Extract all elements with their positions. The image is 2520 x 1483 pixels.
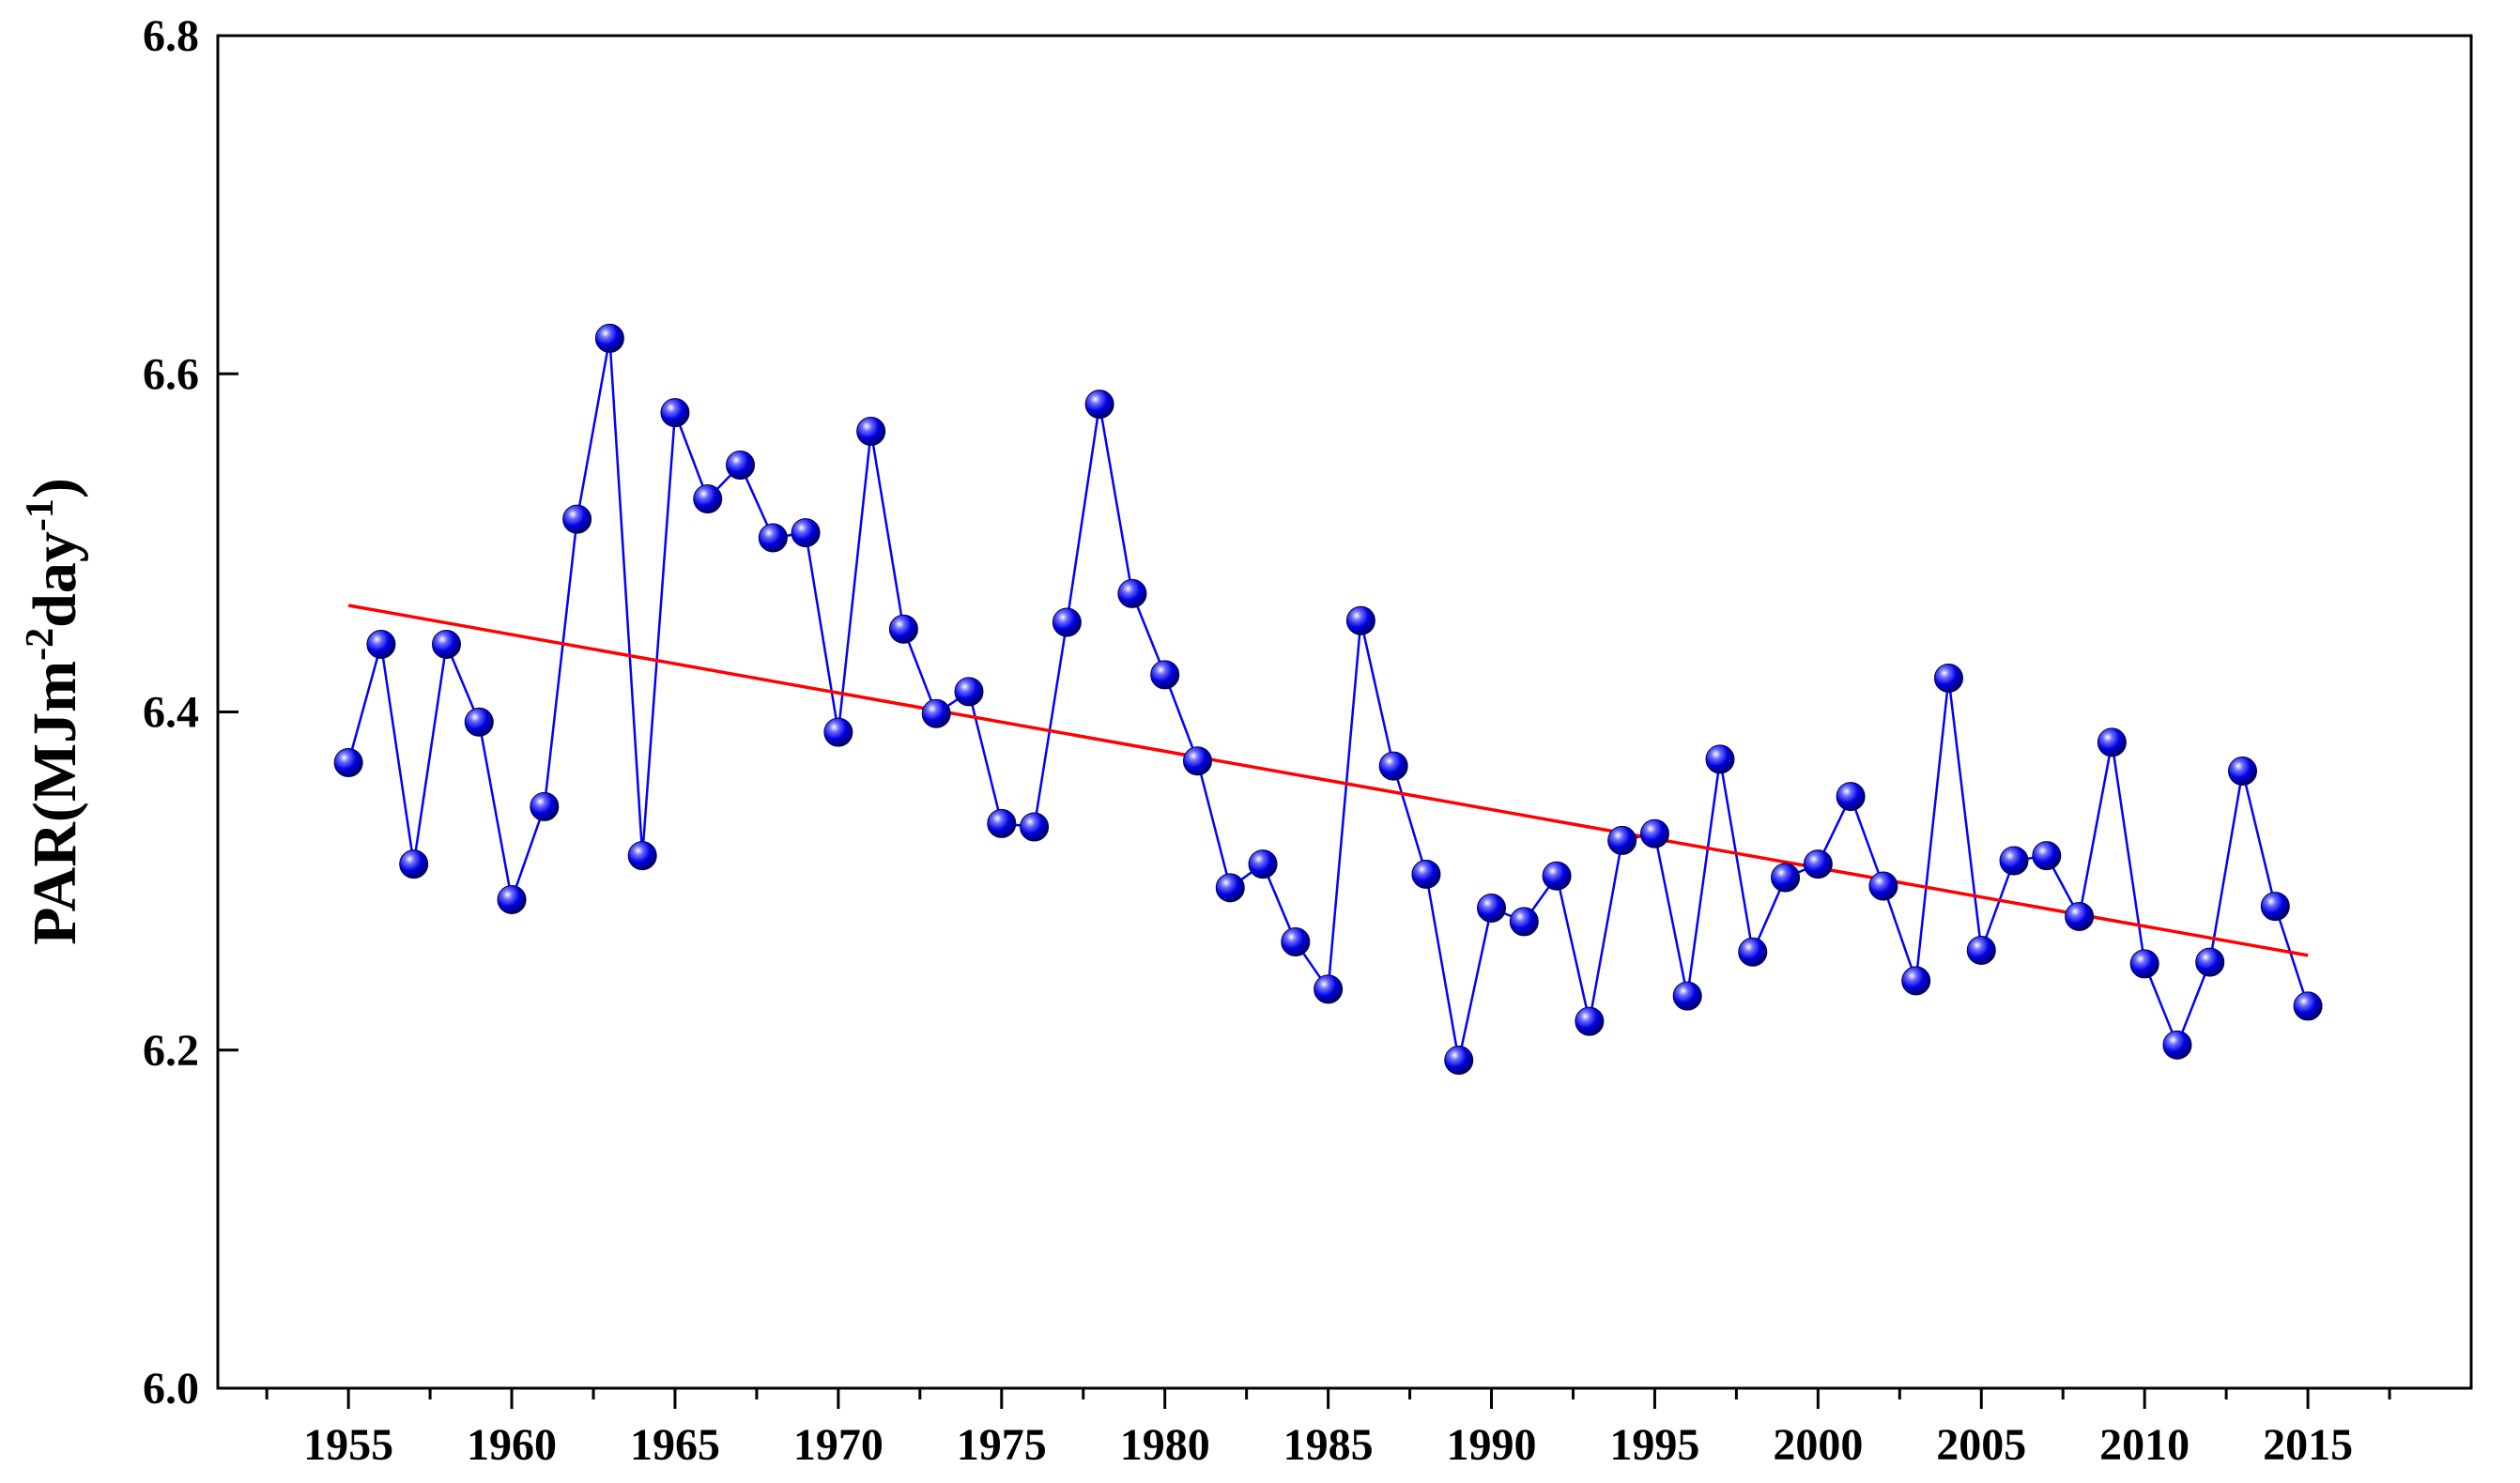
par-data-point <box>856 416 886 446</box>
par-data-point <box>2293 991 2323 1021</box>
par-data-point <box>1150 660 1180 690</box>
par-data-point <box>2097 727 2127 757</box>
par-data-point <box>823 717 853 747</box>
par-data-point <box>2065 901 2095 931</box>
par-series-line <box>346 338 2310 1061</box>
par-data-point <box>660 398 690 428</box>
par-data-point <box>1999 846 2029 876</box>
y-axis-title-main: PAR(MJm <box>21 661 89 945</box>
par-data-point <box>888 614 918 644</box>
par-data-point <box>1378 751 1408 781</box>
par-data-point <box>1281 926 1311 956</box>
par-data-point <box>1803 849 1833 879</box>
y-tick-label: 6.6 <box>143 349 199 399</box>
par-data-point <box>791 518 821 548</box>
y-tick-label: 6.0 <box>143 1364 199 1414</box>
y-tick-label: 6.4 <box>143 688 199 738</box>
y-axis-title-sup1: -2 <box>19 628 62 661</box>
par-data-point <box>1705 744 1735 774</box>
par-data-point <box>1084 390 1114 420</box>
series-layer <box>333 323 2323 1076</box>
par-data-point <box>1607 825 1637 855</box>
par-data-point <box>1672 981 1702 1011</box>
x-tick-label: 1960 <box>467 1420 557 1470</box>
x-tick-label: 1980 <box>1120 1420 1210 1470</box>
par-data-point <box>366 629 396 659</box>
par-data-point <box>1248 849 1278 879</box>
par-data-point <box>2195 947 2225 977</box>
par-data-point <box>1575 1006 1605 1036</box>
x-axis: 1955 1960 1965 1970 1975 1980 1985 1990 1995 2000… <box>265 1388 2391 1470</box>
x-tick-label: 1990 <box>1447 1420 1537 1470</box>
trend-line <box>347 604 2309 957</box>
par-data-point <box>1901 966 1931 996</box>
par-data-point <box>1771 863 1801 893</box>
y-axis-title-sup2: -1 <box>19 498 62 531</box>
par-data-point <box>987 808 1017 838</box>
y-axis-title-close: ) <box>21 478 89 498</box>
par-data-point <box>2032 841 2062 871</box>
y-tick-label: 6.2 <box>143 1026 199 1076</box>
x-tick-label: 1975 <box>957 1420 1047 1470</box>
x-tick-label: 2010 <box>2099 1420 2190 1470</box>
par-data-point <box>726 451 756 481</box>
par-data-point <box>399 849 429 879</box>
par-data-point <box>1738 937 1768 967</box>
par-data-point <box>1182 746 1212 776</box>
par-data-point <box>627 841 657 871</box>
par-data-point <box>1345 605 1375 635</box>
y-axis-title-day: day <box>21 531 89 628</box>
par-data-point <box>2129 949 2159 979</box>
par-data-point <box>1020 812 1050 842</box>
par-data-point <box>1052 607 1082 637</box>
par-data-point <box>1509 907 1539 937</box>
par-data-point <box>1542 861 1572 891</box>
par-data-point <box>921 698 951 728</box>
x-tick-label: 2005 <box>1936 1420 2026 1470</box>
par-data-point <box>1444 1046 1474 1076</box>
par-data-point <box>1314 974 1344 1004</box>
y-tick-label: 6.8 <box>143 11 199 61</box>
par-data-point <box>2260 892 2290 922</box>
par-data-point <box>431 629 461 659</box>
par-data-point <box>497 884 527 914</box>
par-data-point <box>2162 1030 2192 1060</box>
par-data-point <box>594 323 624 353</box>
par-data-point <box>1411 859 1441 889</box>
par-data-point <box>1868 871 1898 901</box>
par-data-point <box>1215 873 1245 903</box>
par-data-point <box>1836 782 1866 812</box>
par-data-point <box>1117 578 1147 608</box>
x-tick-label: 2000 <box>1773 1420 1863 1470</box>
par-data-point <box>693 484 723 514</box>
y-axis-title: PAR(MJm-2day-1) <box>19 478 89 945</box>
x-tick-label: 1985 <box>1283 1420 1374 1470</box>
y-axis: 6.0 6.2 6.4 6.6 6.8 <box>143 11 238 1414</box>
x-tick-label: 1970 <box>793 1420 884 1470</box>
x-tick-label: 2015 <box>2263 1420 2353 1470</box>
par-data-point <box>464 707 494 737</box>
par-data-point <box>530 791 560 821</box>
x-tick-label: 1955 <box>303 1420 393 1470</box>
x-tick-label: 1995 <box>1609 1420 1699 1470</box>
par-data-point <box>1933 663 1963 693</box>
par-data-point <box>954 677 984 707</box>
par-data-point <box>1639 818 1669 849</box>
par-data-point <box>333 748 363 778</box>
par-data-point <box>1966 935 1996 965</box>
par-data-point <box>758 523 788 553</box>
par-data-point <box>1477 893 1507 923</box>
par-data-point <box>562 504 592 534</box>
par-data-point <box>2228 757 2258 787</box>
x-tick-label: 1965 <box>630 1420 720 1470</box>
